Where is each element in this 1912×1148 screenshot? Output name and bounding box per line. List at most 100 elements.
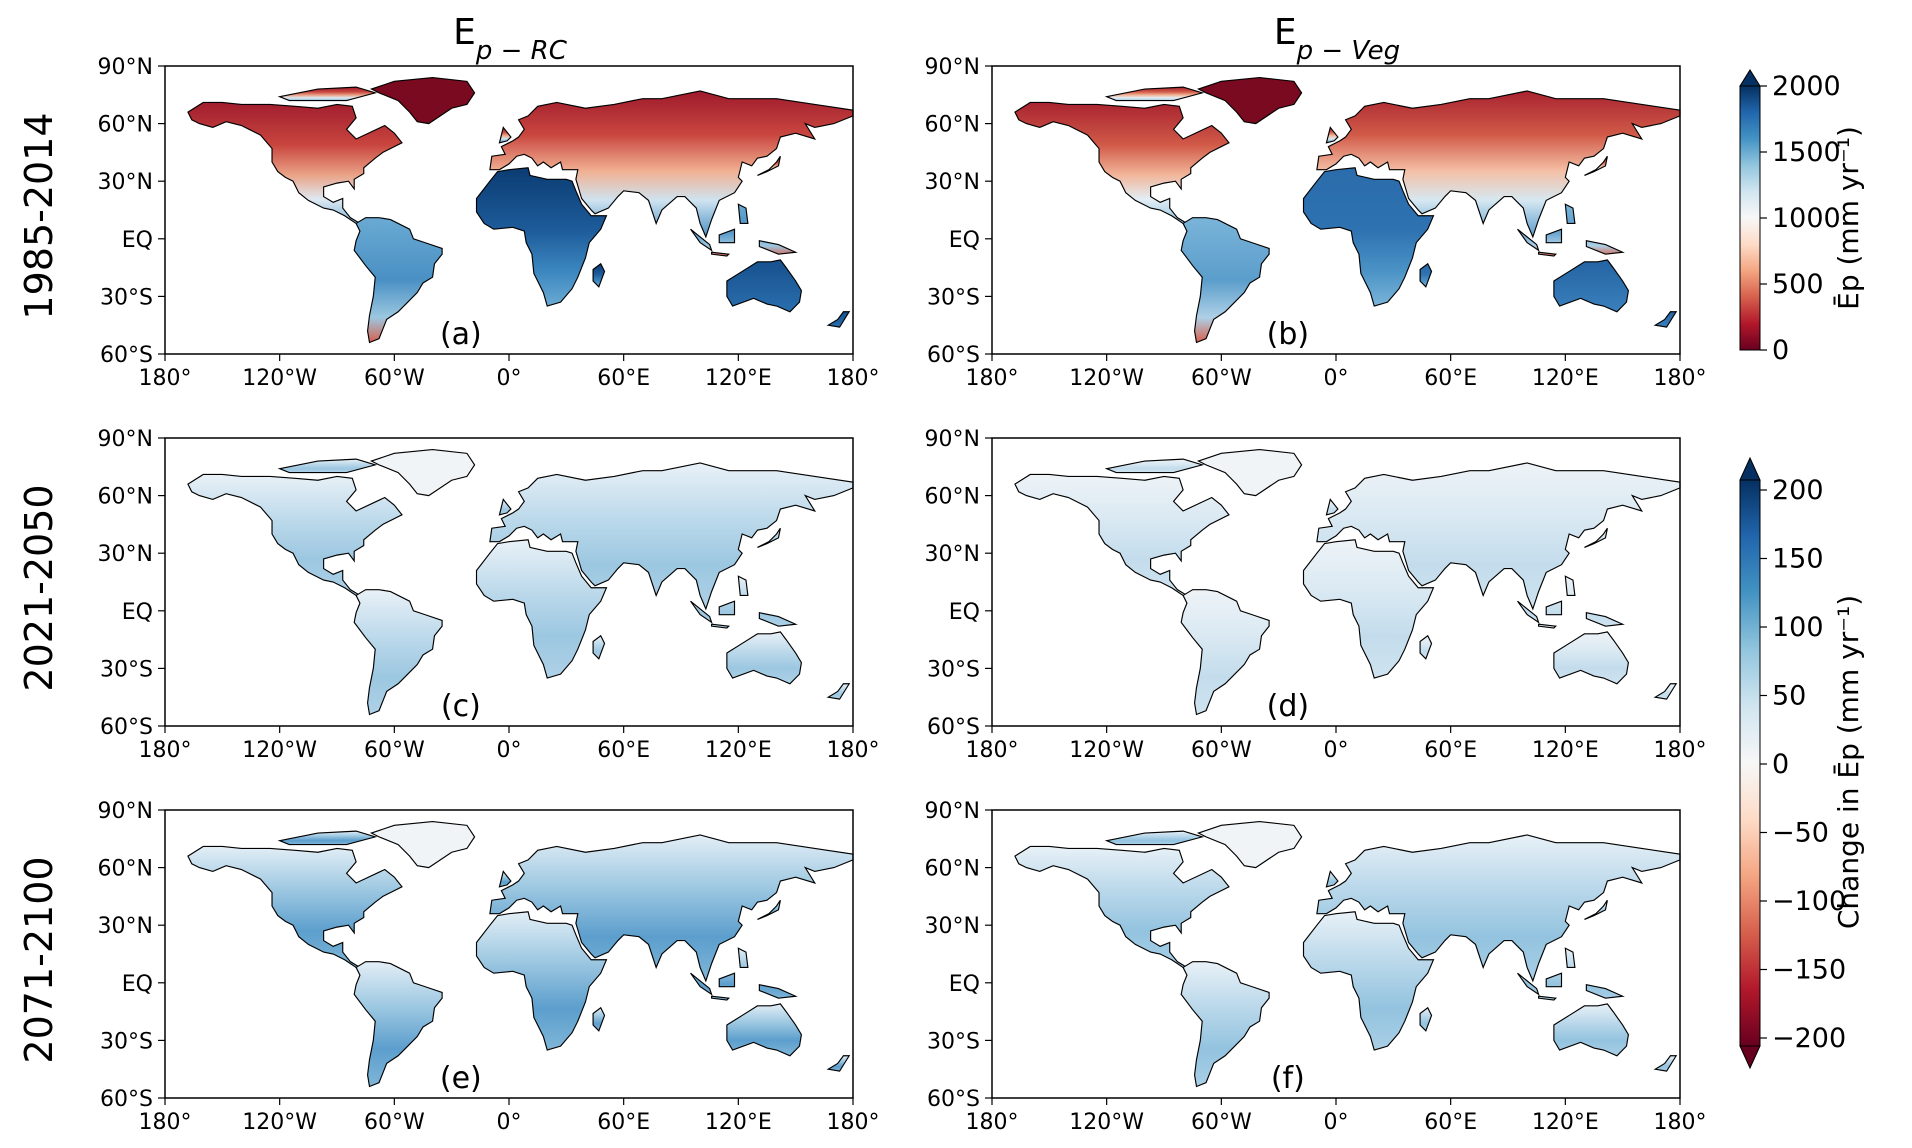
colorbar-tick-label: −200 [1772,1023,1846,1054]
panel-label: (f) [1271,1061,1305,1096]
landmass-uk [499,499,510,514]
panel-label: (a) [440,317,482,352]
landmass-gr [371,822,474,868]
lat-tick-label: 30°S [100,657,153,682]
landmass-na [1015,102,1229,223]
lon-tick-label: 60°W [364,366,425,391]
lon-tick-label: 0° [497,366,522,391]
landmass-uk [499,871,510,886]
lon-tick-label: 120°E [705,738,772,763]
landmass-ai [280,459,376,472]
landmass-sa [1181,218,1269,343]
lat-tick-label: 30°N [98,542,153,567]
row-label-2071-2100: 2071-2100 [17,856,61,1063]
landmass-sa [1181,962,1269,1087]
panel-label: (c) [441,689,481,724]
landmass-mg [593,264,604,287]
lon-tick-label: 180° [139,738,192,763]
lon-tick-label: 120°W [242,1110,317,1135]
lon-tick-label: 120°E [705,366,772,391]
landmass-sea [1518,576,1623,628]
colorbar-tick-label: 0 [1772,749,1789,780]
landmass-sea [691,576,796,628]
lon-tick-label: 60°E [1424,366,1477,391]
column-title-rc: Ep − RC [453,12,568,66]
lon-tick-label: 60°E [597,1110,650,1135]
landmass-nz [828,1056,849,1071]
lat-tick-label: 60°S [927,1087,980,1112]
lat-tick-label: 30°S [100,1029,153,1054]
landmass-sa [354,962,442,1087]
lon-tick-label: 120°W [242,738,317,763]
lon-tick-label: 120°W [242,366,317,391]
landmass-gr [371,78,474,124]
lat-tick-label: 90°N [925,799,980,824]
landmass-ai [1107,459,1203,472]
lon-tick-label: 60°W [1191,366,1252,391]
landmass-au [727,260,802,312]
lon-tick-label: 180° [139,366,192,391]
landmass-na [188,102,402,223]
landmass-af [1304,168,1434,306]
landmass-au [1554,632,1629,684]
lon-tick-label: 60°W [1191,1110,1252,1135]
lon-tick-label: 60°W [1191,738,1252,763]
landmass-uk [499,127,510,142]
colorbar-tick-label: 1000 [1772,203,1841,234]
landmass-na [188,846,402,967]
colorbar-absolute: 2000 1500 1000 500 0 Ēp (mm yr⁻¹) [1739,69,1865,366]
lon-tick-label: 120°W [1069,738,1144,763]
landmass-sa [1181,590,1269,715]
landmass-gr [371,450,474,496]
panel-label: (e) [440,1061,482,1096]
lat-tick-label: 30°N [98,914,153,939]
lon-tick-label: 120°E [1532,366,1599,391]
landmass-af [477,912,607,1050]
map-panel-a: 180° 120°W 60°W 0° 60°E 120°E 180° 90°N 60°N 30°N… [98,55,880,391]
colorbar-change-label: Change in Ēp (mm yr⁻¹) [1832,595,1865,929]
landmass-nz [1655,684,1676,699]
landmass-eu [1317,835,1680,981]
lat-tick-label: 30°N [925,542,980,567]
map-panel-f: 180° 120°W 60°W 0° 60°E 120°E 180° 90°N 60°N 30°N… [925,799,1707,1135]
panel-label: (b) [1267,317,1309,352]
landmass-jp [757,156,780,175]
landmass-af [477,540,607,678]
lon-tick-label: 0° [1324,738,1349,763]
lat-tick-label: EQ [949,972,980,997]
landmass-uk [1326,127,1337,142]
lon-tick-label: 120°W [1069,1110,1144,1135]
landmass-af [1304,540,1434,678]
landmass-jp [1584,528,1607,547]
landmass-nz [828,684,849,699]
colorbar-tick-label: 100 [1772,612,1824,643]
landmass-au [727,632,802,684]
lat-tick-label: 30°S [100,285,153,310]
landmass-ai [280,87,376,100]
lon-tick-label: 0° [1324,1110,1349,1135]
lon-tick-label: 60°E [1424,1110,1477,1135]
lat-tick-label: 30°N [925,170,980,195]
map-panel-b: 180° 120°W 60°W 0° 60°E 120°E 180° 90°N 60°N 30°N… [925,55,1707,391]
landmass-eu [490,835,853,981]
lat-tick-label: EQ [949,228,980,253]
lat-tick-label: 90°N [98,427,153,452]
lat-tick-label: EQ [122,600,153,625]
landmass-au [1554,1004,1629,1056]
lat-tick-label: 60°S [100,1087,153,1112]
landmass-na [188,474,402,595]
lat-tick-label: 60°S [927,343,980,368]
landmass-au [1554,260,1629,312]
landmass-gr [1198,450,1301,496]
colorbar-tick-label: −150 [1772,955,1846,986]
lat-tick-label: 30°S [927,285,980,310]
colorbar-tick-label: 50 [1772,681,1806,712]
lon-tick-label: 180° [1654,1110,1707,1135]
lon-tick-label: 180° [966,738,1019,763]
lon-tick-label: 120°E [1532,1110,1599,1135]
lat-tick-label: 60°S [100,715,153,740]
colorbar-absolute-label: Ēp (mm yr⁻¹) [1832,126,1865,310]
lat-tick-label: EQ [949,600,980,625]
landmass-gr [1198,78,1301,124]
